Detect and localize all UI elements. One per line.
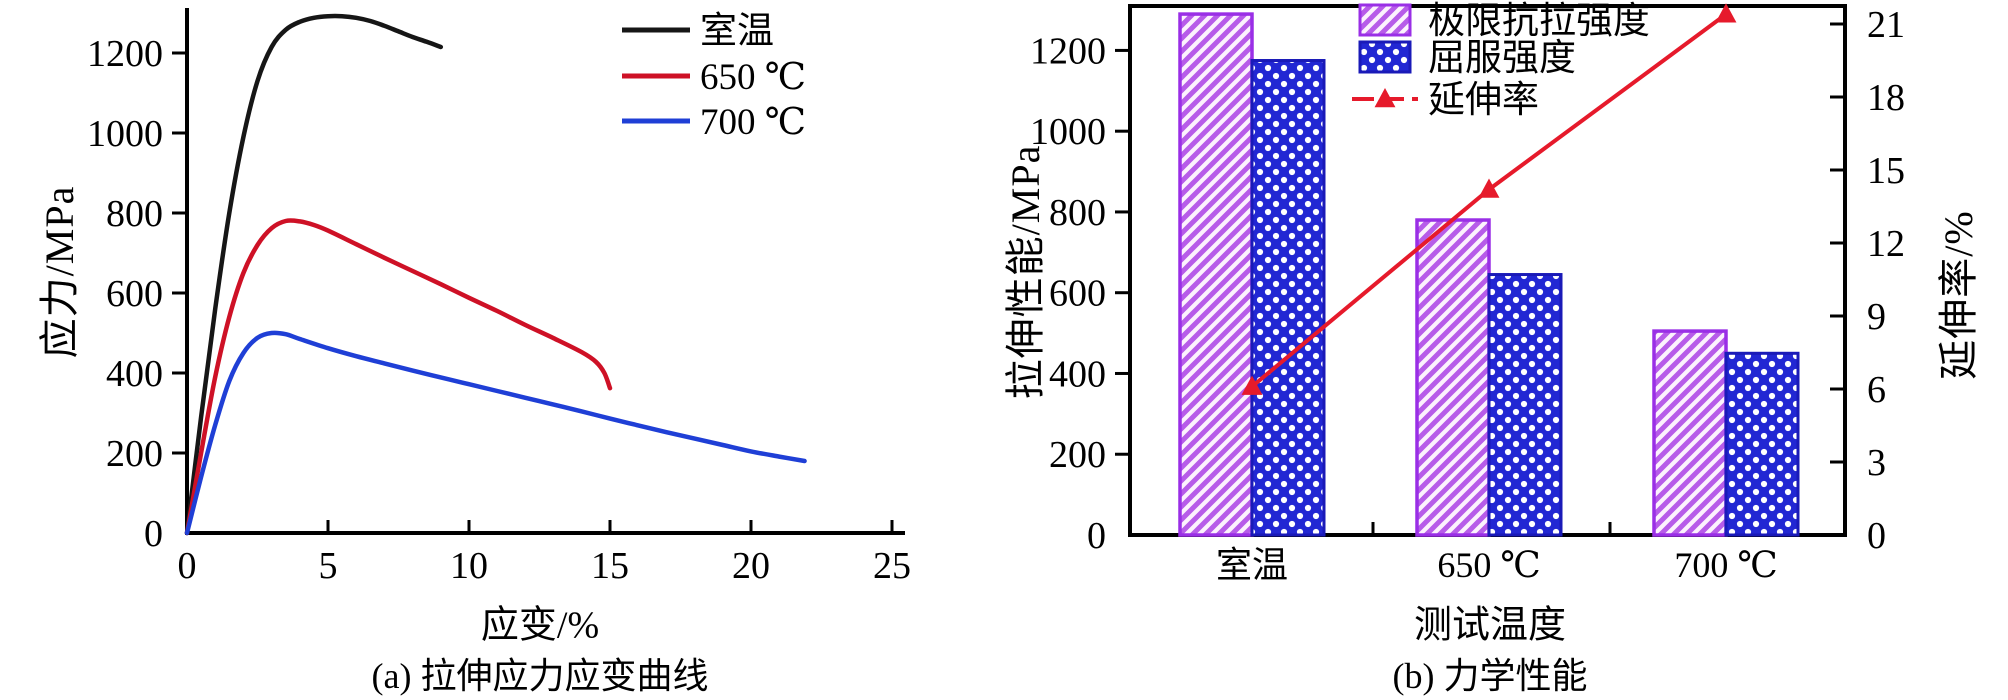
x-tick-label: 15 [591,545,629,587]
category-label-0: 室温 [1216,545,1288,585]
x-tick-label: 5 [319,545,338,587]
yield-bar-1 [1487,273,1563,537]
y-tick-label: 800 [106,193,163,235]
right-y-tick-label: 15 [1867,150,1905,192]
right-y-tick-label: 6 [1867,369,1886,411]
x-tick-label: 10 [450,545,488,587]
right-y-tick-label: 0 [1867,515,1886,557]
legend-label-1: 650 ℃ [700,57,806,98]
stress-strain-plot: 0 5 10 15 20 25 0 200 400 600 800 1000 1200 室温 650 ℃70… [87,8,911,587]
legend-label-0: 极限抗拉强度 [1428,0,1650,42]
right-y-tick-label: 3 [1867,442,1886,484]
yield-bar-0 [1250,59,1326,537]
left-y-tick-label: 1000 [1030,111,1106,153]
legend-label-1: 屈服强度 [1428,37,1576,79]
elongation-marker-0 [1241,375,1263,395]
stress-strain-chart: 0 5 10 15 20 25 0 200 400 600 800 1000 1200 室温 650 ℃ 70… [0,0,960,700]
y-tick-label: 1200 [87,33,163,75]
y-tick-label: 0 [144,513,163,555]
legend-label-0: 室温 [700,10,774,52]
left-y-tick-label: 400 [1049,353,1106,395]
y-tick-label: 200 [106,433,163,475]
category-label-2: 700 ℃ [1674,545,1777,585]
curve-series-0 [184,13,444,536]
left-y-tick-label: 1200 [1030,30,1106,72]
legend-swatch-yield [1358,40,1412,74]
uts-bar-1 [1415,218,1491,537]
x-tick-label: 0 [178,545,197,587]
chartB-right-axis-title: 延伸率/% [1936,210,1981,380]
caption-a: (a) 拉伸应力应变曲线 [371,656,709,696]
chartB-left-axis-title: 拉伸性能/MPa [1003,144,1048,400]
elongation-marker-1 [1478,178,1500,198]
legend-label-2: 700 ℃ [700,102,806,143]
chartB-x-axis-title: 测试温度 [1413,604,1567,647]
right-y-tick-label: 21 [1867,4,1905,46]
left-y-tick-label: 600 [1049,273,1106,315]
legend-marker-elongation [1374,88,1396,108]
x-tick-label: 20 [732,545,770,587]
category-label-1: 650 ℃ [1437,545,1540,585]
curve-series-2 [184,330,807,536]
uts-bar-0 [1178,12,1254,537]
left-y-tick-label: 800 [1049,192,1106,234]
chartA-y-axis-title: 应力/MPa [37,185,82,359]
yield-bar-2 [1724,351,1800,537]
y-tick-label: 400 [106,353,163,395]
right-y-tick-label: 9 [1867,296,1886,338]
curve-series-1 [184,218,613,536]
right-y-tick-label: 12 [1867,223,1905,265]
chartA-x-axis-title: 应变/% [480,604,600,647]
x-tick-label: 25 [873,545,911,587]
legend-swatch-uts [1358,3,1412,37]
mechanical-properties-chart: 0 200 400 600 800 1000 1200 0 3 6 9 12 15 18 21 室温 650 ℃… [960,0,2008,700]
y-tick-label: 1000 [87,113,163,155]
caption-b: (b) 力学性能 [1392,656,1588,696]
elongation-marker-2 [1715,3,1737,23]
right-y-tick-label: 18 [1867,77,1905,119]
y-tick-label: 600 [106,273,163,315]
left-y-tick-label: 200 [1049,434,1106,476]
left-y-tick-label: 0 [1087,515,1106,557]
legend-label-2: 延伸率 [1428,79,1539,121]
uts-bar-2 [1652,329,1728,537]
mechanical-properties-plot: 0 200 400 600 800 1000 1200 0 3 6 9 12 15 18 21 室温 650 ℃… [1030,0,1905,585]
